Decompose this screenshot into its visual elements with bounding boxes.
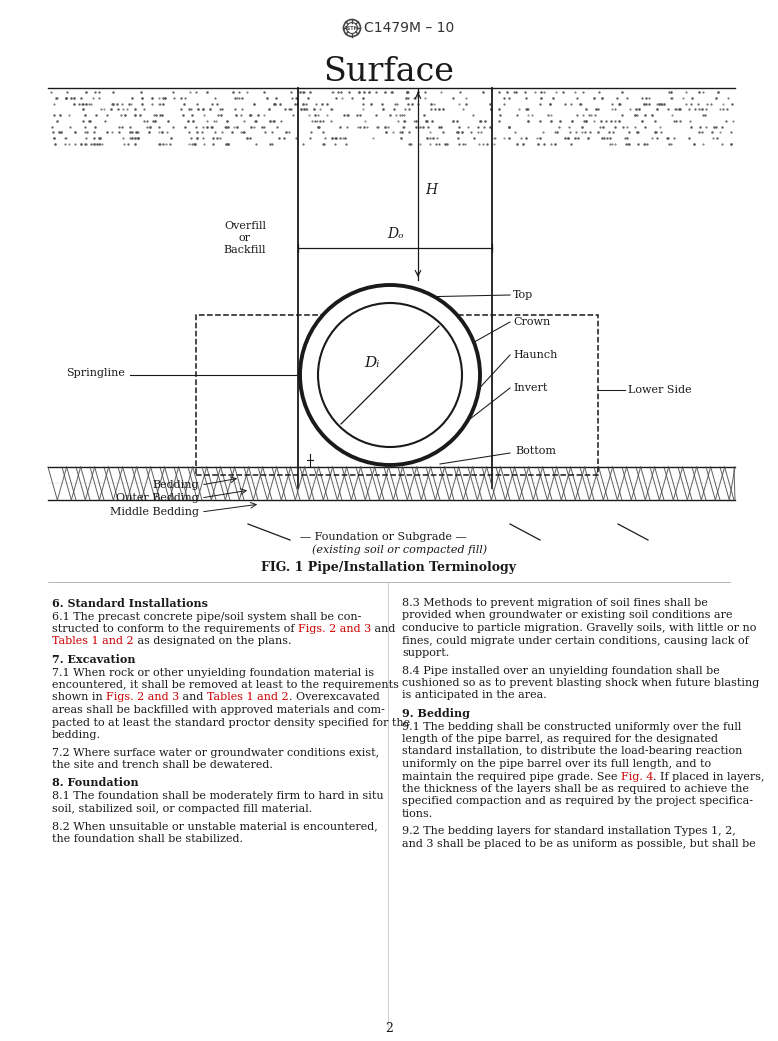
Text: and 3 shall be placed to be as uniform as possible, but shall be: and 3 shall be placed to be as uniform a… xyxy=(402,839,755,849)
Text: provided when groundwater or existing soil conditions are: provided when groundwater or existing so… xyxy=(402,610,733,620)
Text: 2: 2 xyxy=(385,1021,393,1035)
Text: Springline: Springline xyxy=(66,369,125,378)
Text: — Foundation or Subgrade —: — Foundation or Subgrade — xyxy=(300,532,467,542)
Text: 8.3 Methods to prevent migration of soil fines shall be: 8.3 Methods to prevent migration of soil… xyxy=(402,598,708,608)
Text: Tables 1 and 2: Tables 1 and 2 xyxy=(208,692,289,703)
Text: standard installation, to distribute the load-bearing reaction: standard installation, to distribute the… xyxy=(402,746,742,757)
Text: Middle Bedding: Middle Bedding xyxy=(110,507,199,517)
Text: . If placed in layers,: . If placed in layers, xyxy=(654,771,765,782)
Circle shape xyxy=(300,285,480,465)
Text: Lower Side: Lower Side xyxy=(628,385,692,395)
Text: and: and xyxy=(180,692,208,703)
Text: Figs. 2 and 3: Figs. 2 and 3 xyxy=(107,692,180,703)
Text: Fig. 4: Fig. 4 xyxy=(621,771,654,782)
Text: specified compaction and as required by the project specifica-: specified compaction and as required by … xyxy=(402,796,753,807)
Text: 9. Bedding: 9. Bedding xyxy=(402,708,470,719)
Bar xyxy=(196,315,598,475)
Text: length of the pipe barrel, as required for the designated: length of the pipe barrel, as required f… xyxy=(402,734,718,744)
Text: Top: Top xyxy=(513,290,533,300)
Text: ASTM: ASTM xyxy=(344,25,359,30)
Text: 9.2 The bedding layers for standard installation Types 1, 2,: 9.2 The bedding layers for standard inst… xyxy=(402,827,736,837)
Text: FIG. 1 Pipe/Installation Terminology: FIG. 1 Pipe/Installation Terminology xyxy=(261,561,517,575)
Text: tions.: tions. xyxy=(402,809,433,819)
Text: support.: support. xyxy=(402,648,449,658)
Text: the thickness of the layers shall be as required to achieve the: the thickness of the layers shall be as … xyxy=(402,784,749,794)
Text: Overfill
or
Backfill: Overfill or Backfill xyxy=(224,222,266,255)
Text: maintain the required pipe grade. See: maintain the required pipe grade. See xyxy=(402,771,621,782)
Text: 8. Foundation: 8. Foundation xyxy=(52,778,138,788)
Text: Dᵢ: Dᵢ xyxy=(364,356,380,370)
Text: 8.1 The foundation shall be moderately firm to hard in situ: 8.1 The foundation shall be moderately f… xyxy=(52,791,384,801)
Text: the foundation shall be stabilized.: the foundation shall be stabilized. xyxy=(52,834,243,843)
Text: areas shall be backfilled with approved materials and com-: areas shall be backfilled with approved … xyxy=(52,705,385,715)
Text: 7. Excavation: 7. Excavation xyxy=(52,654,135,665)
Text: fines, could migrate under certain conditions, causing lack of: fines, could migrate under certain condi… xyxy=(402,635,748,645)
Text: the site and trench shall be dewatered.: the site and trench shall be dewatered. xyxy=(52,760,273,770)
Text: . Overexcavated: . Overexcavated xyxy=(289,692,380,703)
Text: 9.1 The bedding shall be constructed uniformly over the full: 9.1 The bedding shall be constructed uni… xyxy=(402,721,741,732)
Text: Crown: Crown xyxy=(513,318,550,327)
Text: Outer Bedding: Outer Bedding xyxy=(116,493,199,503)
Text: Dₒ: Dₒ xyxy=(387,227,403,242)
Text: H: H xyxy=(425,183,437,197)
Text: 7.1 When rock or other unyielding foundation material is: 7.1 When rock or other unyielding founda… xyxy=(52,667,374,678)
Text: cushioned so as to prevent blasting shock when future blasting: cushioned so as to prevent blasting shoc… xyxy=(402,678,759,688)
Text: Bedding: Bedding xyxy=(152,480,199,490)
Text: as designated on the plans.: as designated on the plans. xyxy=(134,636,291,646)
Text: Invert: Invert xyxy=(513,383,548,393)
Text: Tables 1 and 2: Tables 1 and 2 xyxy=(52,636,134,646)
Text: C1479M – 10: C1479M – 10 xyxy=(364,21,454,35)
Text: 7.2 Where surface water or groundwater conditions exist,: 7.2 Where surface water or groundwater c… xyxy=(52,747,379,758)
Text: uniformly on the pipe barrel over its full length, and to: uniformly on the pipe barrel over its fu… xyxy=(402,759,711,769)
Text: bedding.: bedding. xyxy=(52,730,101,740)
Text: and: and xyxy=(371,624,396,634)
Text: structed to conform to the requirements of: structed to conform to the requirements … xyxy=(52,624,298,634)
Text: shown in: shown in xyxy=(52,692,107,703)
Text: (existing soil or compacted fill): (existing soil or compacted fill) xyxy=(312,544,487,555)
Text: Haunch: Haunch xyxy=(513,350,557,360)
Text: Surface: Surface xyxy=(324,56,454,88)
Text: soil, stabilized soil, or compacted fill material.: soil, stabilized soil, or compacted fill… xyxy=(52,804,312,813)
Text: 6. Standard Installations: 6. Standard Installations xyxy=(52,598,208,609)
Text: pacted to at least the standard proctor density specified for the: pacted to at least the standard proctor … xyxy=(52,717,410,728)
Text: 8.2 When unsuitable or unstable material is encountered,: 8.2 When unsuitable or unstable material… xyxy=(52,821,378,831)
Text: Bottom: Bottom xyxy=(515,446,556,456)
Text: conducive to particle migration. Gravelly soils, with little or no: conducive to particle migration. Gravell… xyxy=(402,623,756,633)
Text: encountered, it shall be removed at least to the requirements: encountered, it shall be removed at leas… xyxy=(52,680,399,690)
Text: is anticipated in the area.: is anticipated in the area. xyxy=(402,690,547,701)
Text: 6.1 The precast concrete pipe/soil system shall be con-: 6.1 The precast concrete pipe/soil syste… xyxy=(52,611,361,621)
Text: Figs. 2 and 3: Figs. 2 and 3 xyxy=(298,624,371,634)
Text: 8.4 Pipe installed over an unyielding foundation shall be: 8.4 Pipe installed over an unyielding fo… xyxy=(402,665,720,676)
